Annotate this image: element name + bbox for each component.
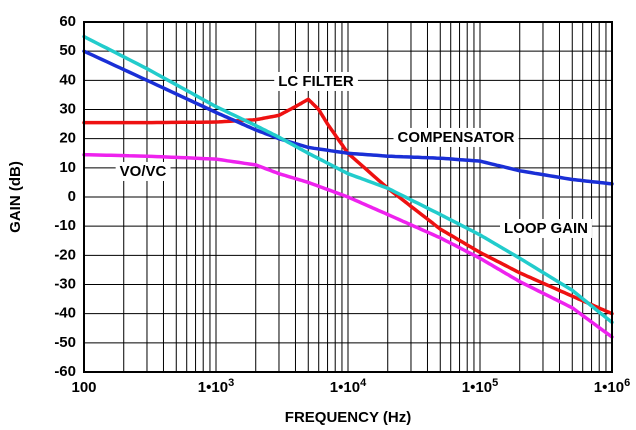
series-lines <box>82 34 614 339</box>
x-axis-title: FREQUENCY (Hz) <box>285 409 411 426</box>
y-tick-label: 50 <box>59 42 76 59</box>
x-tick-labels: 100 1•103 1•104 1•105 1•106 <box>71 377 630 396</box>
y-tick-label: -10 <box>54 217 76 234</box>
x-tick-label: 100 <box>71 379 96 396</box>
y-tick-label: 60 <box>59 13 76 30</box>
y-tick-label: -30 <box>54 275 76 292</box>
y-tick-label: 0 <box>68 188 76 205</box>
y-tick-label: 20 <box>59 130 76 147</box>
series-label-background <box>393 127 519 147</box>
y-tick-label: -50 <box>54 334 76 351</box>
y-tick-label: 30 <box>59 100 76 117</box>
series-line-vo-vc <box>82 152 614 339</box>
plot-frame <box>83 21 613 373</box>
x-tick-exponent: 6 <box>624 377 630 389</box>
x-tick-base: 1•10 <box>594 379 624 396</box>
x-tick-base: 100 <box>71 379 96 396</box>
x-tick-base: 1•10 <box>198 379 228 396</box>
series-label-background <box>274 71 358 91</box>
x-tick-label: 1•105 <box>462 377 498 396</box>
y-tick-label: 40 <box>59 71 76 88</box>
series-label-vo-vc: VO/VC <box>120 163 167 180</box>
series-line-loop-gain <box>82 34 614 325</box>
y-axis-title: GAIN (dB) <box>7 161 24 233</box>
x-tick-label: 1•106 <box>594 377 630 396</box>
series-label-background <box>115 161 171 181</box>
series-labels: LC FILTER COMPENSATOR LOOP GAIN VO/VC <box>115 71 592 238</box>
series-label-background <box>500 218 592 238</box>
series-label-loop-gain: LOOP GAIN <box>504 220 588 237</box>
series-label-compensator: COMPENSATOR <box>398 129 515 146</box>
x-tick-base: 1•10 <box>330 379 360 396</box>
y-tick-label: 10 <box>59 159 76 176</box>
x-tick-exponent: 5 <box>492 377 498 389</box>
y-tick-label: -60 <box>54 363 76 380</box>
x-tick-exponent: 3 <box>228 377 234 389</box>
x-tick-label: 1•103 <box>198 377 234 396</box>
series-label-lc-filter: LC FILTER <box>278 73 354 90</box>
x-tick-base: 1•10 <box>462 379 492 396</box>
y-tick-label: -40 <box>54 305 76 322</box>
series-line-compensator <box>82 49 614 186</box>
x-tick-label: 1•104 <box>330 377 367 396</box>
y-tick-labels: 60 50 40 30 20 10 0 -10 -20 -30 -40 -50 -60 <box>54 13 76 380</box>
y-tick-label: -20 <box>54 246 76 263</box>
x-tick-exponent: 4 <box>360 377 367 389</box>
